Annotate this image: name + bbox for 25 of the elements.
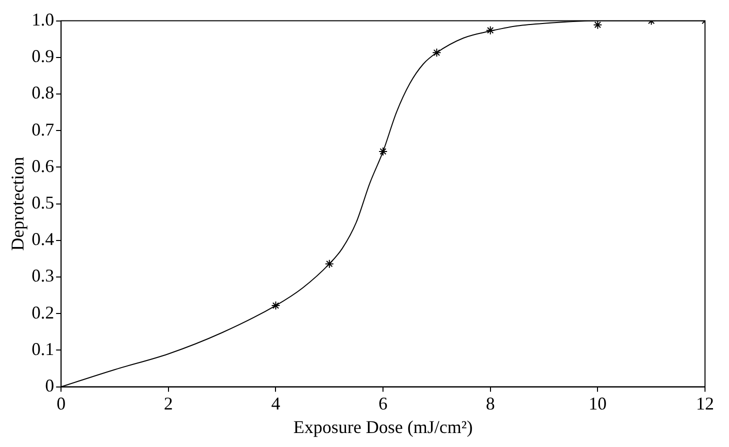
x-tick-label: 12 <box>696 393 714 414</box>
x-tick-label: 6 <box>378 393 388 414</box>
point <box>593 20 602 30</box>
point <box>486 26 495 35</box>
point <box>432 48 442 58</box>
y-tick-label: 1.0 <box>32 10 54 30</box>
x-tick-label: 10 <box>588 393 607 414</box>
y-tick-label: 0.7 <box>32 119 54 140</box>
x-tick-label: 4 <box>271 393 280 414</box>
y-tick-label: 0.8 <box>32 82 54 103</box>
point <box>271 301 280 310</box>
point <box>378 146 388 156</box>
y-tick-label: 0.5 <box>32 192 54 213</box>
y-tick-label: 0.9 <box>32 46 54 66</box>
y-tick-label: 0.1 <box>32 338 54 359</box>
y-tick-label: 0.2 <box>32 302 54 322</box>
x-tick-label: 2 <box>164 393 173 414</box>
y-tick-label: 0.3 <box>32 266 54 286</box>
y-tick-label: 0.6 <box>32 156 54 176</box>
x-tick-label: 8 <box>486 393 495 414</box>
x-axis-title: Exposure Dose (mJ/cm²) <box>293 416 473 437</box>
y-tick-label: 0 <box>45 376 54 396</box>
point <box>324 259 334 268</box>
y-tick-label: 0.4 <box>32 229 54 250</box>
y-axis-title: Deprotection <box>8 156 28 251</box>
